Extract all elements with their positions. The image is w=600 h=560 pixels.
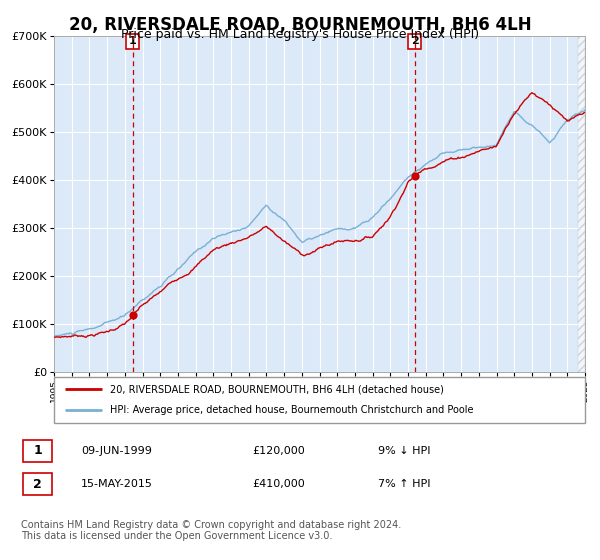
- Point: [128, 310, 137, 319]
- Text: 15-MAY-2015: 15-MAY-2015: [81, 479, 153, 489]
- Text: 20, RIVERSDALE ROAD, BOURNEMOUTH, BH6 4LH (detached house): 20, RIVERSDALE ROAD, BOURNEMOUTH, BH6 4L…: [110, 384, 443, 394]
- FancyBboxPatch shape: [54, 377, 585, 423]
- Text: 2: 2: [33, 478, 42, 491]
- FancyBboxPatch shape: [23, 473, 52, 496]
- Text: £120,000: £120,000: [252, 446, 305, 456]
- Text: 1: 1: [129, 36, 136, 46]
- Text: Price paid vs. HM Land Registry's House Price Index (HPI): Price paid vs. HM Land Registry's House …: [121, 28, 479, 41]
- Text: 9% ↓ HPI: 9% ↓ HPI: [378, 446, 431, 456]
- Polygon shape: [578, 36, 585, 372]
- Text: 09-JUN-1999: 09-JUN-1999: [81, 446, 152, 456]
- FancyBboxPatch shape: [23, 440, 52, 462]
- Text: HPI: Average price, detached house, Bournemouth Christchurch and Poole: HPI: Average price, detached house, Bour…: [110, 405, 473, 416]
- Point: [410, 171, 419, 180]
- Text: 7% ↑ HPI: 7% ↑ HPI: [378, 479, 431, 489]
- Text: Contains HM Land Registry data © Crown copyright and database right 2024.
This d: Contains HM Land Registry data © Crown c…: [21, 520, 401, 542]
- Text: £410,000: £410,000: [252, 479, 305, 489]
- Text: 20, RIVERSDALE ROAD, BOURNEMOUTH, BH6 4LH: 20, RIVERSDALE ROAD, BOURNEMOUTH, BH6 4L…: [68, 16, 532, 34]
- Text: 2: 2: [410, 36, 418, 46]
- Text: 1: 1: [33, 444, 42, 458]
